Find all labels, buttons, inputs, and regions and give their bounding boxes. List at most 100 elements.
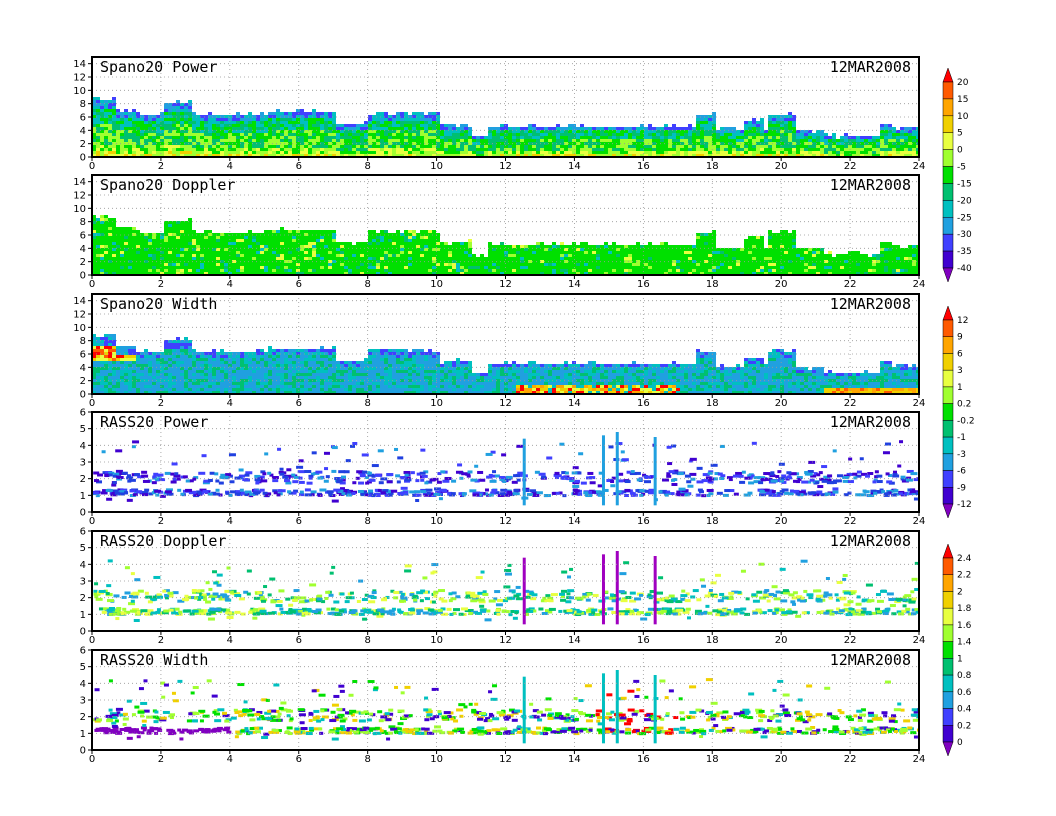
y-tick-label: 10: [73, 204, 86, 215]
y-tick-label: 2: [80, 257, 86, 268]
colorbar-segment: [942, 470, 954, 488]
colorbar-doppler: 12 9 6 3 1 0.2 -0.2 -1 -3 -6 -9 -12: [942, 305, 975, 519]
y-tick-label: 3: [80, 696, 86, 707]
colorbar-label: -12: [957, 500, 972, 510]
colorbar-label: 1.4: [957, 638, 972, 648]
colorbar-label: 3: [957, 366, 963, 376]
y-tick-label: 1: [80, 729, 86, 740]
x-tick-label: 20: [775, 635, 788, 646]
x-tick-label: 12: [499, 516, 512, 527]
x-tick-label: 16: [637, 161, 650, 172]
colorbar-label: 1: [957, 654, 963, 664]
y-tick-label: 4: [80, 679, 86, 690]
colorbar-segment: [942, 98, 954, 117]
colorbar-segment: [942, 674, 954, 693]
x-tick-label: 24: [913, 279, 926, 290]
x-tick-label: 14: [568, 516, 581, 527]
colorbar-label: -40: [957, 264, 972, 274]
y-tick-label: 6: [80, 350, 86, 361]
panel-date: 12MAR2008: [830, 58, 911, 76]
colorbar-segment: [942, 436, 954, 455]
colorbar-power: 20 15 10 5 0 -5 -15 -20 -25 -30 -35 -40: [942, 67, 972, 283]
colorbar-label: 0.2: [957, 400, 971, 410]
colorbar-segment: [942, 233, 954, 252]
y-tick-label: 0: [80, 627, 86, 638]
x-tick-label: 20: [775, 161, 788, 172]
colorbar-label: 0.6: [957, 688, 972, 698]
colorbar-label: -15: [957, 179, 972, 189]
x-tick-label: 22: [844, 161, 857, 172]
y-tick-label: 5: [80, 424, 86, 435]
x-tick-label: 24: [913, 398, 926, 409]
y-tick-label: 2: [80, 712, 86, 723]
y-tick-label: 4: [80, 363, 86, 374]
colorbar-label: -5: [957, 163, 966, 173]
panel-4-data: [93, 551, 919, 625]
colorbar-segment: [942, 250, 954, 269]
colorbar-segment: [942, 658, 954, 676]
colorbar-segment: [942, 641, 954, 659]
x-tick-label: 6: [296, 754, 302, 765]
colorbar-segment: [942, 336, 954, 354]
x-tick-label: 20: [775, 754, 788, 765]
y-tick-label: 0: [80, 153, 86, 164]
colorbar-top-arrow: [942, 305, 954, 321]
colorbar-label: 2.4: [957, 554, 972, 564]
x-tick-label: 4: [227, 161, 233, 172]
y-tick-label: 6: [80, 527, 86, 538]
x-tick-label: 2: [158, 279, 164, 290]
y-tick-label: 2: [80, 139, 86, 150]
x-tick-label: 4: [227, 516, 233, 527]
y-tick-label: 1: [80, 610, 86, 621]
colorbar-segment: [942, 386, 954, 404]
x-tick-label: 24: [913, 516, 926, 527]
colorbar-label: -6: [957, 467, 966, 477]
colorbar-label: -0.2: [957, 416, 975, 426]
x-tick-label: 10: [430, 635, 443, 646]
y-tick-label: 0: [80, 271, 86, 282]
y-tick-label: 6: [80, 646, 86, 657]
colorbar-label: -25: [957, 213, 972, 223]
y-tick-label: 4: [80, 441, 86, 452]
x-tick-label: 18: [706, 279, 719, 290]
colorbar-segment: [942, 691, 954, 709]
panel-title: Spano20 Doppler: [100, 176, 235, 194]
colorbar-label: -35: [957, 247, 972, 257]
x-tick-label: 24: [913, 161, 926, 172]
y-tick-label: 5: [80, 662, 86, 673]
colorbar-label: -30: [957, 230, 972, 240]
colorbar-label: 5: [957, 129, 963, 139]
colorbar-segment: [942, 217, 954, 235]
colorbar-segment: [942, 200, 954, 218]
y-tick-label: 6: [80, 113, 86, 124]
colorbar-label: 0.8: [957, 671, 972, 681]
y-tick-label: 8: [80, 217, 86, 228]
colorbar-segment: [942, 81, 954, 100]
colorbar-label: 2: [957, 587, 963, 597]
colorbar-label: -3: [957, 450, 966, 460]
x-tick-label: 12: [499, 161, 512, 172]
x-tick-label: 18: [706, 398, 719, 409]
colorbar-segment: [942, 183, 954, 201]
colorbar-top-arrow: [942, 67, 954, 83]
y-tick-label: 12: [73, 310, 86, 321]
x-tick-label: 4: [227, 398, 233, 409]
panel-2-data: [92, 334, 919, 394]
colorbar-segment: [942, 353, 954, 371]
x-tick-label: 2: [158, 161, 164, 172]
panel-5-data: [92, 670, 919, 744]
grid: [92, 294, 919, 394]
y-tick-label: 0: [80, 746, 86, 757]
colorbar-bottom-arrow: [942, 741, 954, 757]
colorbar-segment: [942, 420, 954, 438]
x-tick-label: 8: [364, 754, 370, 765]
grid: [92, 175, 919, 275]
x-tick-label: 22: [844, 279, 857, 290]
colorbars: 20151050-5-15-20-25-30-35-401296310.2-0.…: [942, 67, 975, 757]
